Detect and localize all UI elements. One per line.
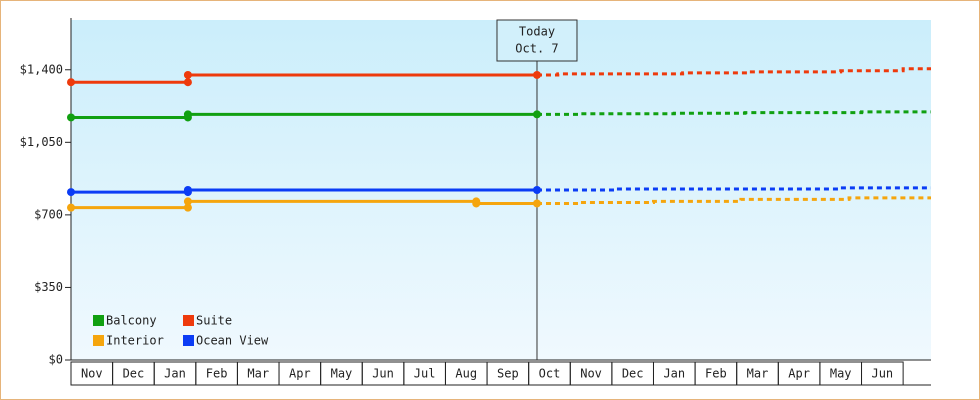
y-tick-label: $350 <box>34 280 63 294</box>
price-point <box>183 203 192 212</box>
x-tick-label: Mar <box>747 367 769 381</box>
price-point <box>183 186 192 194</box>
price-point <box>67 188 75 197</box>
price-point <box>472 199 481 208</box>
x-tick-label: Jun <box>372 367 394 381</box>
today-box <box>496 19 578 62</box>
x-tick-label: Jul <box>414 367 436 381</box>
forecast-line <box>536 67 931 77</box>
y-tick-label: $1,400 <box>20 62 63 76</box>
legend-label: Balcony <box>106 314 157 328</box>
price-line <box>71 199 537 210</box>
forecast-line <box>536 196 931 205</box>
x-tick-label: May <box>331 367 353 381</box>
price-point <box>67 113 75 122</box>
x-tick-label: Feb <box>206 367 228 381</box>
price-point <box>67 78 75 87</box>
x-tick-label: Feb <box>705 367 727 381</box>
today-label: Oct. 7 <box>515 42 558 56</box>
price-point <box>183 78 192 87</box>
x-tick-label: Mar <box>247 367 269 381</box>
x-tick-label: Aug <box>455 367 477 381</box>
price-point <box>67 203 75 212</box>
legend-swatch <box>93 335 104 346</box>
x-tick-label: Jan <box>663 367 685 381</box>
y-tick-label: $1,050 <box>20 135 63 149</box>
legend-swatch <box>183 335 194 346</box>
x-tick-label: Nov <box>580 367 602 381</box>
x-tick-label: Jun <box>871 367 893 381</box>
y-tick-label: $700 <box>34 207 63 221</box>
legend-label: Suite <box>196 314 232 328</box>
price-point <box>183 197 192 206</box>
legend-label: Ocean View <box>196 334 269 348</box>
x-tick-label: Nov <box>81 367 103 381</box>
price-point <box>532 199 541 208</box>
price-point <box>532 70 541 79</box>
forecast-line <box>536 110 931 116</box>
x-tick-label: Apr <box>289 367 311 381</box>
price-point <box>532 186 541 194</box>
y-tick-label: $0 <box>49 353 63 367</box>
today-label: Today <box>519 25 555 39</box>
legend-swatch <box>93 315 104 326</box>
x-tick-label: Oct <box>539 367 561 381</box>
x-tick-label: May <box>830 367 852 381</box>
x-tick-label: Jan <box>164 367 186 381</box>
x-tick-label: Dec <box>622 367 644 381</box>
x-category-cell <box>861 361 904 386</box>
price-point <box>532 110 541 119</box>
legend-swatch <box>183 315 194 326</box>
legend-label: Interior <box>106 334 164 348</box>
x-tick-label: Sep <box>497 367 519 381</box>
price-point <box>183 70 192 79</box>
price-point <box>183 110 192 119</box>
x-tick-label: Apr <box>788 367 810 381</box>
forecast-line <box>536 186 931 192</box>
x-tick-label: Dec <box>123 367 145 381</box>
